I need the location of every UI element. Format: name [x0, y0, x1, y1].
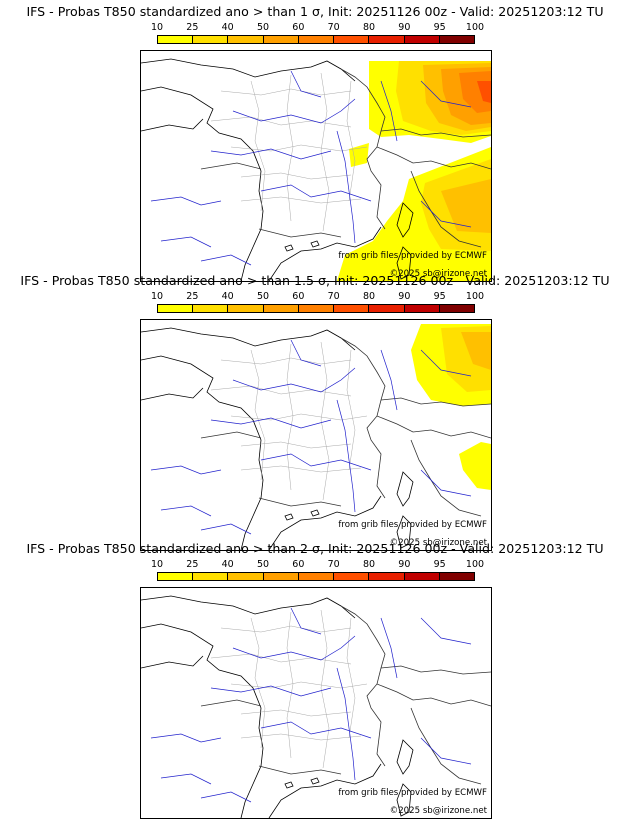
legend-tick-label: 100: [465, 559, 485, 570]
legend-tick-label: 60: [292, 22, 305, 33]
legend-swatch: [193, 36, 229, 43]
legend-swatch: [263, 36, 299, 43]
legend-swatch: [228, 36, 264, 43]
legend-tick-label: 40: [221, 291, 234, 302]
legend-swatch: [193, 305, 229, 312]
legend-swatch: [334, 36, 370, 43]
legend-tick-label: 50: [256, 559, 270, 570]
legend-tick-label: 60: [292, 559, 305, 570]
rivers: [150, 70, 472, 266]
probability-shading: [411, 324, 491, 490]
legend-tick-label: 80: [362, 291, 376, 302]
source-credit: from grib files provided by ECMWF: [338, 520, 487, 530]
map-frame[interactable]: from grib files provided by ECMWF ©2025 …: [140, 587, 492, 819]
regional-boundaries: [210, 72, 368, 232]
color-legend-bar: [157, 35, 475, 44]
legend-swatch: [158, 36, 194, 43]
legend-swatch: [439, 36, 474, 43]
legend-swatch: [298, 573, 335, 580]
legend-tick-label: 95: [433, 559, 446, 570]
color-legend-bar: [157, 304, 475, 313]
copyright-text: ©2025 sb@irizone.net: [389, 806, 487, 816]
legend-tick-label: 70: [327, 559, 340, 570]
rivers: [150, 339, 472, 535]
legend-swatch: [158, 573, 194, 580]
legend-swatch: [369, 36, 405, 43]
coastlines: [141, 58, 414, 281]
legend-swatch: [158, 305, 194, 312]
legend-tick-label: 40: [221, 22, 234, 33]
legend-swatch: [404, 305, 440, 312]
legend-swatch: [369, 305, 405, 312]
legend-tick-label: 95: [433, 22, 446, 33]
legend-swatch: [193, 573, 229, 580]
legend-swatch: [369, 573, 405, 580]
legend-tick-label: 100: [465, 291, 485, 302]
legend-tick-label: 40: [221, 559, 234, 570]
legend-tick-label: 90: [398, 291, 411, 302]
legend-swatch: [228, 573, 264, 580]
france-map: [141, 595, 491, 818]
legend-swatch: [263, 305, 299, 312]
legend-tick-label: 25: [186, 559, 199, 570]
legend-tick-label: 10: [150, 22, 164, 33]
copyright-text: ©2025 sb@irizone.net: [389, 538, 487, 548]
borders: [200, 68, 491, 248]
legend-tick-label: 25: [186, 22, 199, 33]
legend-swatch: [404, 36, 440, 43]
borders: [200, 337, 491, 517]
color-legend-labels: 10 25 40 50 60 70 80 90 95 100: [151, 291, 484, 303]
panel-title: IFS - Probas T850 standardized ano > tha…: [26, 4, 604, 19]
legend-tick-label: 10: [150, 291, 164, 302]
legend-swatch: [298, 305, 335, 312]
legend-tick-label: 50: [256, 22, 270, 33]
legend-swatch: [334, 305, 370, 312]
color-legend-labels: 10 25 40 50 60 70 80 90 95 100: [151, 22, 484, 34]
source-credit: from grib files provided by ECMWF: [338, 788, 487, 798]
map-panel-1: IFS - Probas T850 standardized ano > tha…: [0, 4, 630, 282]
probability-shading: [337, 61, 491, 281]
map-frame[interactable]: from grib files provided by ECMWF ©2025 …: [140, 50, 492, 282]
copyright-text: ©2025 sb@irizone.net: [389, 269, 487, 279]
legend-tick-label: 25: [186, 291, 199, 302]
legend-swatch: [298, 36, 335, 43]
legend-tick-label: 60: [292, 291, 305, 302]
legend-tick-label: 90: [398, 22, 411, 33]
legend-tick-label: 50: [256, 291, 270, 302]
source-credit: from grib files provided by ECMWF: [338, 251, 487, 261]
legend-swatch: [228, 305, 264, 312]
legend-swatch: [334, 573, 370, 580]
legend-swatch: [263, 573, 299, 580]
legend-tick-label: 95: [433, 291, 446, 302]
legend-tick-label: 70: [327, 291, 340, 302]
map-panel-3: IFS - Probas T850 standardized ano > tha…: [0, 541, 630, 819]
legend-tick-label: 10: [150, 559, 164, 570]
borders: [200, 605, 491, 785]
map-panel-2: IFS - Probas T850 standardized ano > tha…: [0, 273, 630, 551]
color-legend-labels: 10 25 40 50 60 70 80 90 95 100: [151, 559, 484, 571]
legend-swatch: [404, 573, 440, 580]
regional-boundaries: [210, 341, 368, 501]
france-map: [141, 324, 491, 550]
legend-tick-label: 90: [398, 559, 411, 570]
regional-boundaries: [210, 609, 368, 769]
map-frame[interactable]: from grib files provided by ECMWF ©2025 …: [140, 319, 492, 551]
legend-tick-label: 80: [362, 22, 376, 33]
france-map: [141, 58, 491, 281]
legend-tick-label: 70: [327, 22, 340, 33]
coastlines: [141, 595, 414, 818]
panel-title: IFS - Probas T850 standardized ano > tha…: [20, 273, 610, 288]
rivers: [150, 607, 472, 803]
legend-swatch: [439, 573, 474, 580]
coastlines: [141, 327, 414, 550]
legend-swatch: [439, 305, 474, 312]
panel-title: IFS - Probas T850 standardized ano > tha…: [26, 541, 604, 556]
color-legend-bar: [157, 572, 475, 581]
legend-tick-label: 80: [362, 559, 376, 570]
legend-tick-label: 100: [465, 22, 485, 33]
